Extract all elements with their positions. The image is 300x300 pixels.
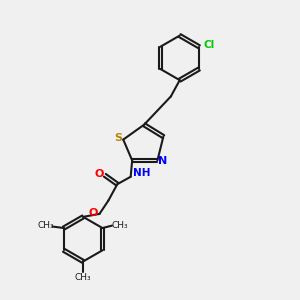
Text: NH: NH [133, 168, 151, 178]
Text: CH₃: CH₃ [75, 273, 92, 282]
Text: CH₃: CH₃ [111, 221, 128, 230]
Text: O: O [88, 208, 98, 218]
Text: N: N [158, 156, 167, 166]
Text: S: S [114, 133, 122, 143]
Text: Cl: Cl [204, 40, 215, 50]
Text: CH₃: CH₃ [38, 221, 54, 230]
Text: O: O [95, 169, 104, 179]
